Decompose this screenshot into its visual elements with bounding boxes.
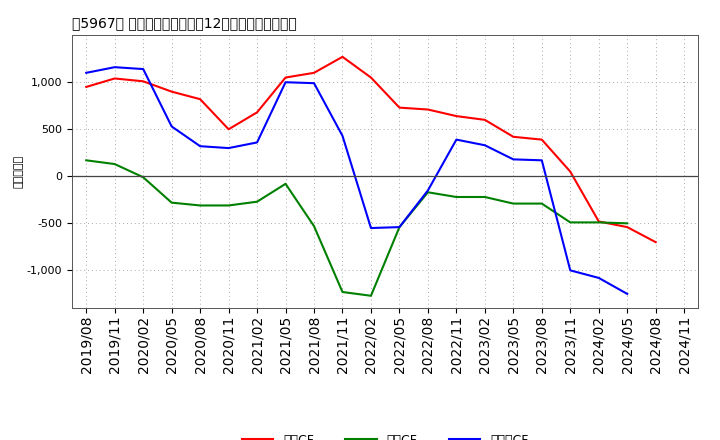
フリーCF bbox=[310, 81, 318, 86]
営業CF bbox=[395, 105, 404, 110]
フリーCF bbox=[225, 146, 233, 151]
投資CF bbox=[623, 221, 631, 226]
フリーCF bbox=[509, 157, 518, 162]
営業CF bbox=[366, 75, 375, 80]
フリーCF bbox=[537, 158, 546, 163]
投資CF bbox=[452, 194, 461, 200]
投資CF bbox=[167, 200, 176, 205]
フリーCF bbox=[366, 225, 375, 231]
営業CF bbox=[652, 239, 660, 245]
フリーCF bbox=[196, 143, 204, 149]
営業CF bbox=[566, 169, 575, 174]
フリーCF bbox=[623, 291, 631, 297]
投資CF bbox=[310, 224, 318, 229]
フリーCF bbox=[338, 133, 347, 139]
Line: 営業CF: 営業CF bbox=[86, 57, 656, 242]
フリーCF bbox=[282, 80, 290, 85]
投資CF bbox=[566, 220, 575, 225]
営業CF bbox=[282, 75, 290, 80]
投資CF bbox=[196, 203, 204, 208]
営業CF bbox=[167, 89, 176, 94]
営業CF bbox=[253, 110, 261, 115]
Line: 投資CF: 投資CF bbox=[86, 160, 627, 296]
営業CF bbox=[310, 70, 318, 76]
投資CF bbox=[139, 175, 148, 180]
投資CF bbox=[110, 161, 119, 167]
投資CF bbox=[225, 203, 233, 208]
営業CF bbox=[480, 117, 489, 122]
営業CF bbox=[338, 54, 347, 59]
フリーCF bbox=[595, 275, 603, 281]
投資CF bbox=[480, 194, 489, 200]
営業CF bbox=[537, 137, 546, 142]
Y-axis label: （百万円）: （百万円） bbox=[14, 155, 24, 188]
フリーCF bbox=[253, 140, 261, 145]
投資CF bbox=[509, 201, 518, 206]
Text: ［5967］ キャッシュフローの12か月移動合計の推移: ［5967］ キャッシュフローの12か月移動合計の推移 bbox=[72, 16, 297, 30]
営業CF bbox=[110, 76, 119, 81]
営業CF bbox=[139, 79, 148, 84]
営業CF bbox=[452, 114, 461, 119]
投資CF bbox=[423, 190, 432, 195]
営業CF bbox=[225, 127, 233, 132]
Legend: 営業CF, 投資CF, フリーCF: 営業CF, 投資CF, フリーCF bbox=[237, 429, 534, 440]
投資CF bbox=[537, 201, 546, 206]
営業CF bbox=[509, 134, 518, 139]
フリーCF bbox=[167, 124, 176, 129]
投資CF bbox=[366, 293, 375, 298]
フリーCF bbox=[139, 66, 148, 72]
フリーCF bbox=[480, 143, 489, 148]
営業CF bbox=[196, 96, 204, 102]
投資CF bbox=[282, 181, 290, 187]
フリーCF bbox=[566, 268, 575, 273]
投資CF bbox=[253, 199, 261, 204]
営業CF bbox=[623, 224, 631, 230]
営業CF bbox=[423, 107, 432, 112]
投資CF bbox=[395, 224, 404, 230]
フリーCF bbox=[452, 137, 461, 142]
投資CF bbox=[595, 220, 603, 225]
フリーCF bbox=[82, 70, 91, 76]
フリーCF bbox=[110, 65, 119, 70]
営業CF bbox=[595, 219, 603, 224]
フリーCF bbox=[423, 188, 432, 193]
投資CF bbox=[338, 290, 347, 295]
投資CF bbox=[82, 158, 91, 163]
Line: フリーCF: フリーCF bbox=[86, 67, 627, 294]
フリーCF bbox=[395, 224, 404, 230]
営業CF bbox=[82, 84, 91, 90]
